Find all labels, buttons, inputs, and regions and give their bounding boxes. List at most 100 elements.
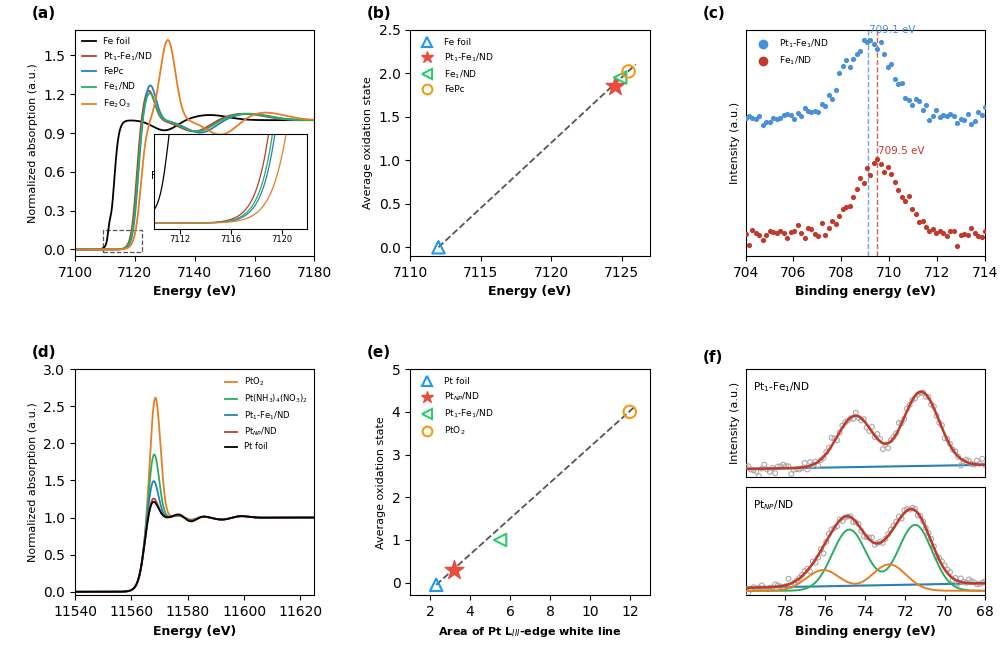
Fe$_1$/ND [84,245,96,253]
Point [934,420,950,430]
Point [775,583,791,594]
Point [946,226,962,236]
Point [612,72,628,83]
Point [945,444,961,455]
Point [845,414,861,424]
Point [977,576,993,586]
Point [896,505,912,516]
Pt(NH$_3$)$_4$(NO$_3$)$_2$ [131,580,143,588]
Point [829,435,845,445]
Point [821,223,837,234]
Point [738,229,754,240]
Point [910,510,926,520]
Point [852,45,868,56]
Fe$_1$/ND [208,120,220,128]
Point [856,414,872,424]
Point [977,101,993,112]
Point [974,111,990,121]
Point [764,463,780,473]
Pt$_{NP}$/ND [178,513,190,521]
Point [810,107,826,117]
Y-axis label: Normalized absorption (a.u.): Normalized absorption (a.u.) [28,403,38,562]
X-axis label: Binding energy (eV): Binding energy (eV) [795,624,936,638]
Pt$_1$-Fe$_1$/ND [250,513,262,521]
Point [875,444,891,455]
Point [791,572,807,583]
Line: Pt$_1$-Fe$_1$/ND: Pt$_1$-Fe$_1$/ND [75,481,314,592]
Point [901,191,917,201]
Point [800,105,816,116]
Point [902,504,918,515]
Point [807,229,823,240]
Fe$_2$O$_3$ [215,131,227,139]
Point [762,582,778,593]
Text: (d): (d) [32,345,56,360]
Point [862,170,878,180]
Point [911,95,927,106]
Pt foil [178,513,190,521]
Point [961,574,977,585]
Point [947,572,963,583]
Point [883,524,899,535]
Fe$_1$/ND [215,116,227,124]
Point [880,62,896,72]
Point [880,162,896,172]
Point [950,451,966,462]
Pt$_1$-Fe$_1$/ND [211,515,223,523]
Legend: Fe foil, Pt$_1$-Fe$_1$/ND, Fe$_1$/ND, FePc: Fe foil, Pt$_1$-Fe$_1$/ND, Fe$_1$/ND, Fe… [415,34,497,98]
Point [872,536,888,547]
Point [769,114,785,124]
Fe$_2$O$_3$ [208,130,220,138]
Pt foil [250,513,262,521]
Y-axis label: Intensity (a.u.): Intensity (a.u.) [730,382,740,465]
Point [773,461,789,472]
Fe$_2$O$_3$ [308,116,320,124]
Point [964,576,980,586]
Point [942,109,958,119]
Point [748,114,764,124]
Point [805,460,821,470]
Pt$_1$-Fe$_1$/ND [229,513,241,521]
Point [783,580,799,591]
Point [852,173,868,184]
Point [840,511,856,522]
Legend: Fe foil, Pt$_1$-Fe$_1$/ND, FePc, Fe$_1$/ND, Fe$_2$O$_3$: Fe foil, Pt$_1$-Fe$_1$/ND, FePc, Fe$_1$/… [80,34,155,113]
Pt(NH$_3$)$_4$(NO$_3$)$_2$ [69,588,81,595]
Point [977,460,993,470]
Point [915,105,931,116]
Point [939,230,955,241]
Point [779,109,795,119]
Pt$_{NP}$/ND [131,580,143,588]
Point [887,74,903,84]
Point [741,111,757,121]
Point [928,228,944,238]
Point [907,393,923,403]
Point [880,443,896,453]
Line: Pt$_1$-Fe$_1$/ND: Pt$_1$-Fe$_1$/ND [75,91,314,249]
Text: (f): (f) [702,350,723,365]
Fe$_1$/ND [69,245,81,253]
Point [866,158,882,168]
Pt$_1$-Fe$_1$/ND [69,588,81,595]
Point [915,388,931,398]
Point [428,580,444,590]
Point [945,574,961,585]
Line: Pt$_{NP}$/ND: Pt$_{NP}$/ND [75,499,314,592]
Point [966,459,982,470]
Point [740,461,756,472]
Point [904,204,920,215]
Point [845,517,861,527]
Point [821,442,837,453]
Text: Pt$_{NP}$/ND: Pt$_{NP}$/ND [753,498,794,512]
Point [814,217,830,228]
Point [848,517,864,528]
Point [866,39,882,50]
Point [869,44,885,55]
Point [813,455,829,465]
Point [923,534,939,544]
FePc [276,114,288,122]
Point [783,109,799,120]
Point [492,535,508,545]
Pt$_{NP}$/ND [211,515,223,523]
Point [797,458,813,468]
